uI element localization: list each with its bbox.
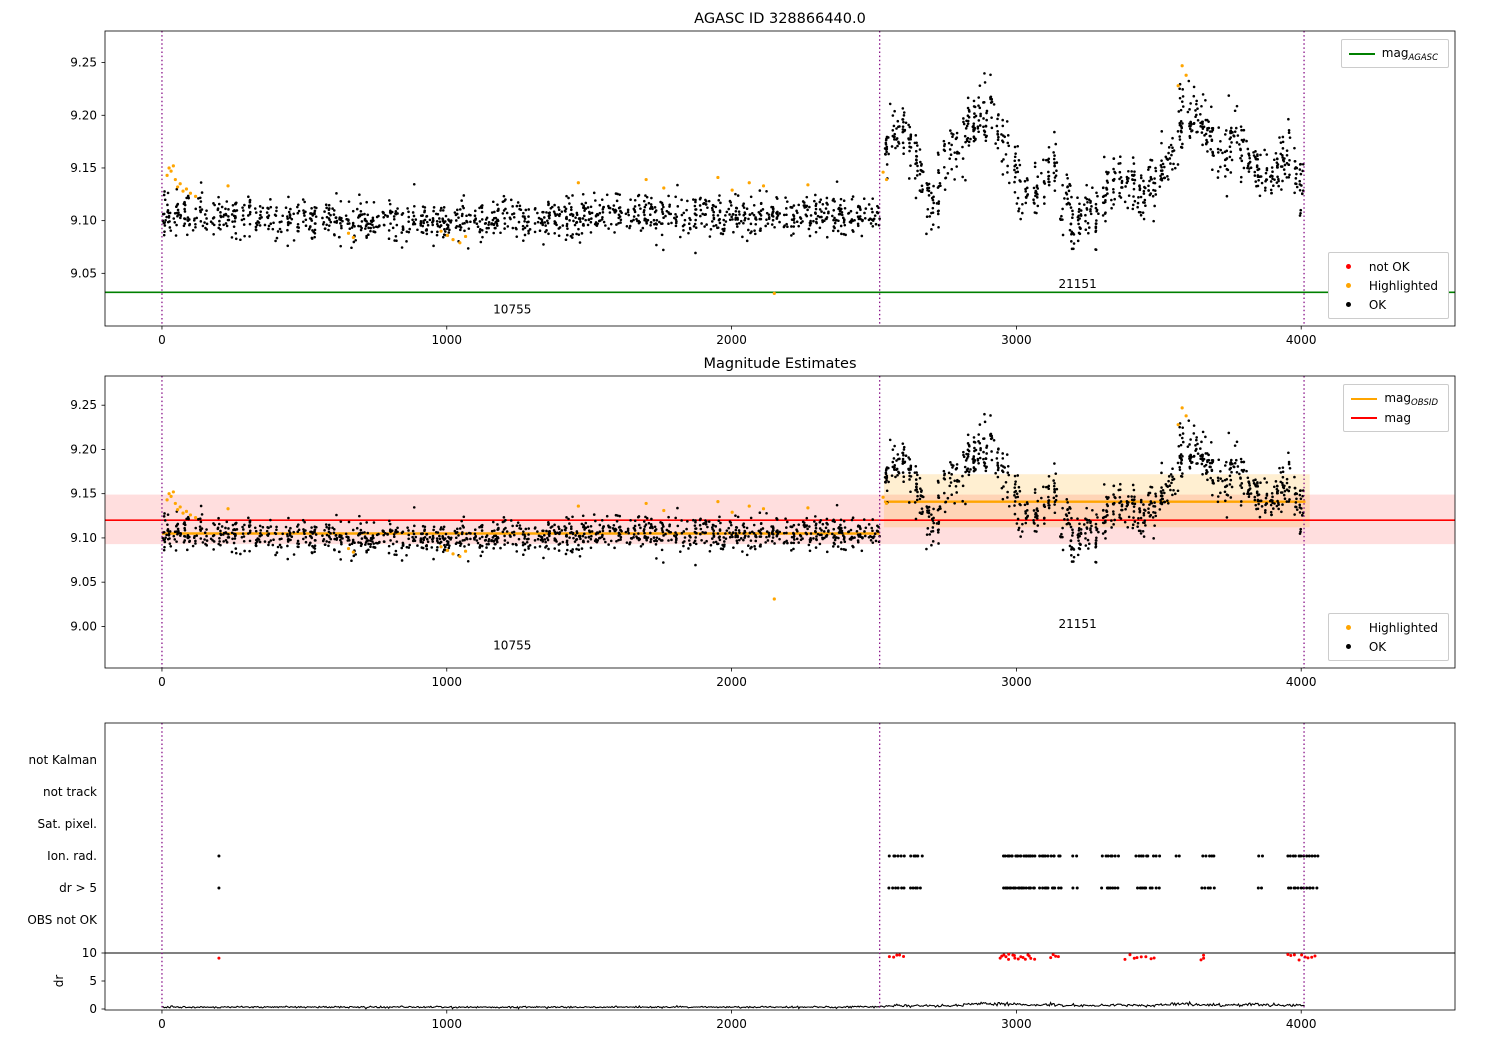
legend-marker-icon xyxy=(1336,264,1362,269)
x-tick-label: 0 xyxy=(158,333,166,347)
legend-entry: Highlighted xyxy=(1336,618,1438,637)
axis-ticks: 0 1000 2000 3000 4000 9.00 9.05 9.10 9.15 9.20 9.2… xyxy=(70,398,1316,689)
legend-label: Highlighted xyxy=(1368,278,1438,293)
y-tick-label: 9.25 xyxy=(70,56,97,70)
axis-ticks: 0 1000 2000 3000 4000 xyxy=(158,1010,1316,1031)
y-tick-label: 9.20 xyxy=(70,108,97,122)
legend-entry: magAGASC xyxy=(1348,44,1438,63)
obsid-label: 10755 xyxy=(493,302,531,316)
legend-label: OK xyxy=(1368,639,1387,654)
x-tick-label: 2000 xyxy=(716,675,747,689)
legend-label: not OK xyxy=(1368,259,1410,274)
x-tick-label: 2000 xyxy=(716,1017,747,1031)
plot1-agasc-mags: 10755 21151 0 1000 2000 3000 4000 9.05 9.10 9.15 9… xyxy=(70,30,1456,347)
x-tick-label: 3000 xyxy=(1001,333,1032,347)
dr-axis-label: dr xyxy=(52,975,66,988)
legend-label: magAGASC xyxy=(1381,46,1438,63)
x-tick-label: 3000 xyxy=(1001,1017,1032,1031)
legend-line-sample xyxy=(1348,52,1375,55)
legend-label: mag xyxy=(1384,410,1412,425)
legend-line-sample xyxy=(1351,416,1378,419)
dr-curve xyxy=(161,1000,1305,1010)
axis-ticks: 0 1000 2000 3000 4000 9.05 9.10 9.15 9.20 9.25 xyxy=(70,56,1316,347)
obsid-label: 21151 xyxy=(1059,617,1097,631)
y-tick-label: 9.15 xyxy=(70,161,97,175)
y-tick-label: 9.10 xyxy=(70,214,97,228)
legend-label: magOBSID xyxy=(1384,391,1438,408)
svg-text:not track: not track xyxy=(43,785,97,799)
dr-near-10-points xyxy=(217,952,1317,962)
plot1-line-legend: magAGASC xyxy=(1340,39,1449,68)
x-tick-label: 1000 xyxy=(431,675,462,689)
ion-rad-flags xyxy=(217,854,1320,858)
x-tick-label: 0 xyxy=(158,1017,166,1031)
legend-label: OK xyxy=(1368,297,1387,312)
legend-entry: mag xyxy=(1351,408,1438,427)
legend-marker-icon xyxy=(1336,644,1362,649)
x-tick-label: 4000 xyxy=(1286,675,1317,689)
plot2-line-legend: magOBSID mag xyxy=(1343,384,1449,432)
plot2-title: Magnitude Estimates xyxy=(703,356,857,372)
legend-entry: OK xyxy=(1336,637,1438,656)
svg-text:dr > 5: dr > 5 xyxy=(59,881,97,895)
obsid-label: 10755 xyxy=(493,638,531,652)
x-tick-label: 3000 xyxy=(1001,675,1032,689)
plot1-title: AGASC ID 328866440.0 xyxy=(694,11,866,27)
plot2-magnitude-estimates: 10755 21151 0 1000 2000 3000 4000 9.00 9.05 9.10 9… xyxy=(70,375,1456,689)
legend-entry: magOBSID xyxy=(1351,389,1438,408)
obsid-label: 21151 xyxy=(1059,277,1097,291)
y-tick-label: 9.15 xyxy=(70,487,97,501)
plot1-highlighted-points xyxy=(165,64,1188,295)
svg-text:OBS not OK: OBS not OK xyxy=(27,913,98,927)
plot3-flags: not Kalman not track Sat. pixel. Ion. rad. d… xyxy=(27,722,1456,1031)
x-tick-label: 0 xyxy=(158,675,166,689)
y-tick-label: 9.10 xyxy=(70,531,97,545)
legend-entry: OK xyxy=(1336,295,1438,314)
plot1-ok-points xyxy=(161,72,1305,255)
y-tick-label: 9.00 xyxy=(70,619,97,633)
legend-entry: not OK xyxy=(1336,257,1438,276)
plot2-highlighted-points xyxy=(165,406,1188,601)
legend-marker-icon xyxy=(1336,283,1362,288)
x-tick-label: 4000 xyxy=(1286,1017,1317,1031)
x-tick-label: 4000 xyxy=(1286,333,1317,347)
svg-text:Ion. rad.: Ion. rad. xyxy=(47,849,97,863)
flag-category-labels: not Kalman not track Sat. pixel. Ion. rad. d… xyxy=(27,753,98,927)
plot1-marker-legend: not OK Highlighted OK xyxy=(1327,252,1449,319)
x-tick-label: 1000 xyxy=(431,333,462,347)
x-tick-label: 2000 xyxy=(716,333,747,347)
legend-marker-icon xyxy=(1336,625,1362,630)
axes-frame xyxy=(104,375,1456,669)
legend-entry: Highlighted xyxy=(1336,276,1438,295)
dr-tick-label: 0 xyxy=(89,1002,97,1016)
y-tick-label: 9.05 xyxy=(70,575,97,589)
plot2-marker-legend: Highlighted OK xyxy=(1327,613,1449,661)
dr-tick-label: 10 xyxy=(82,946,97,960)
legend-label: Highlighted xyxy=(1368,620,1438,635)
dr-tick-label: 5 xyxy=(89,974,97,988)
dr-gt-5-flags xyxy=(217,886,1319,890)
x-tick-label: 1000 xyxy=(431,1017,462,1031)
legend-line-sample xyxy=(1351,397,1378,400)
svg-text:not Kalman: not Kalman xyxy=(29,753,97,767)
y-tick-label: 9.05 xyxy=(70,266,97,280)
legend-marker-icon xyxy=(1336,302,1362,307)
y-tick-label: 9.25 xyxy=(70,398,97,412)
axes-frame xyxy=(104,30,1456,327)
y-tick-label: 9.20 xyxy=(70,442,97,456)
plot2-ok-points xyxy=(161,412,1305,567)
svg-text:Sat. pixel.: Sat. pixel. xyxy=(37,817,97,831)
axes-frame xyxy=(104,722,1456,1011)
